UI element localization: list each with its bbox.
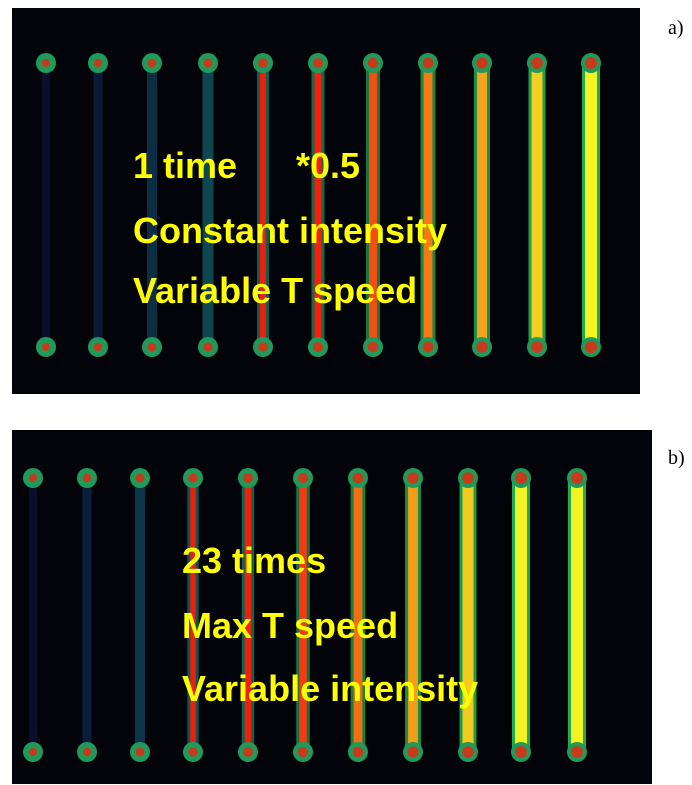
spot-core [353, 747, 364, 758]
spot-core [29, 748, 37, 756]
spot-core [298, 747, 308, 757]
spot-core [94, 343, 102, 351]
spot-core [423, 342, 434, 353]
spot-core [585, 341, 597, 353]
spot-core [29, 474, 37, 482]
spot-core [83, 748, 91, 756]
spot-core [258, 342, 268, 352]
spot-core [462, 472, 474, 484]
spot-core [515, 746, 527, 758]
spot-core [203, 58, 212, 67]
spot-core [243, 747, 253, 757]
spot-core [94, 59, 102, 67]
page: a) b) 1 time *0.5 Constant intensity Var… [0, 0, 692, 785]
spot-core [407, 746, 418, 757]
spot-core [188, 747, 197, 756]
spot-core [203, 342, 212, 351]
caption: Max T speed [182, 605, 398, 646]
panel-label: b) [668, 447, 685, 469]
spot-core [353, 473, 364, 484]
panel-label: a) [668, 17, 684, 39]
spot-core [515, 472, 527, 484]
spot-core [585, 57, 597, 69]
caption: *0.5 [296, 145, 360, 186]
caption: 23 times [182, 540, 326, 581]
spot-core [258, 58, 268, 68]
spot-core [368, 342, 378, 352]
caption: 1 time [133, 145, 237, 186]
caption: Variable T speed [133, 270, 417, 311]
spot-core [83, 474, 91, 482]
spot-core [42, 59, 50, 67]
spot-core [136, 748, 145, 757]
spot-core [148, 59, 157, 68]
spot-core [407, 472, 418, 483]
spot-core [423, 58, 434, 69]
spot-core [531, 57, 543, 69]
spot-core [476, 57, 487, 68]
spot-core [313, 58, 323, 68]
figure: a) b) 1 time *0.5 Constant intensity Var… [0, 0, 692, 785]
caption: Constant intensity [133, 210, 447, 251]
spot-core [136, 474, 145, 483]
spot-core [368, 58, 378, 68]
spot-core [42, 343, 50, 351]
spot-core [313, 342, 323, 352]
spot-core [243, 473, 253, 483]
spot-core [476, 341, 487, 352]
spot-core [571, 746, 583, 758]
spot-core [531, 341, 543, 353]
spot-core [188, 473, 197, 482]
spot-core [148, 343, 157, 352]
spot-core [571, 472, 583, 484]
spot-core [462, 746, 474, 758]
caption: Variable intensity [182, 668, 478, 709]
spot-core [298, 473, 308, 483]
